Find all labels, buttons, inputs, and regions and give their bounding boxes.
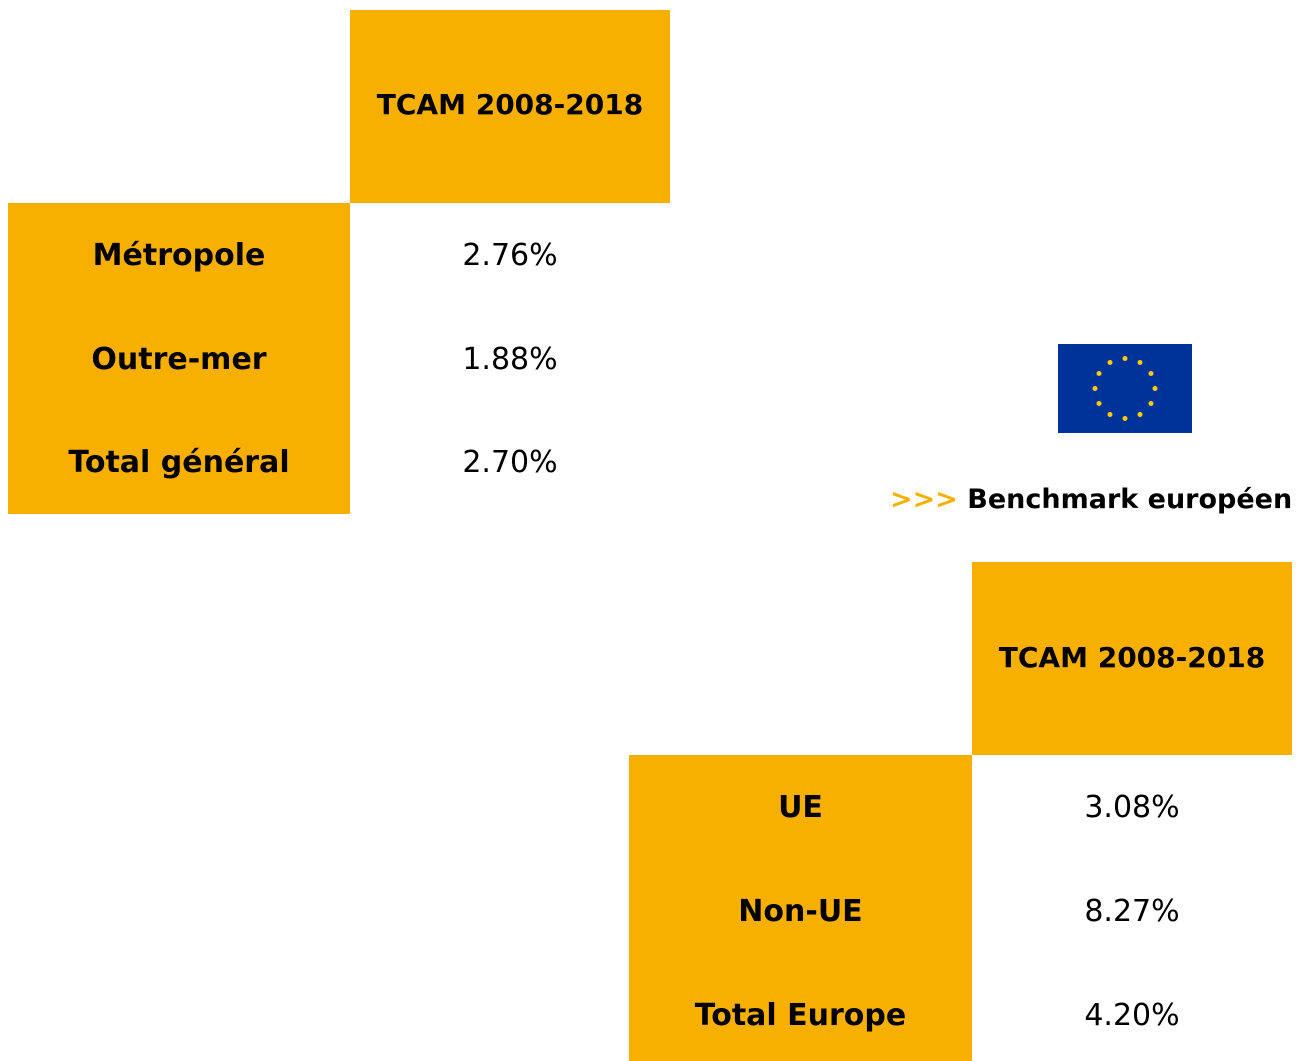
benchmark-title: >>> Benchmark européen xyxy=(890,484,1292,515)
row-header-cell xyxy=(629,755,972,1061)
eu-flag xyxy=(1058,344,1192,433)
header-cell xyxy=(972,562,1292,755)
row-label: Outre-mer xyxy=(91,342,267,377)
star xyxy=(1107,360,1113,366)
star xyxy=(1137,411,1143,417)
arrow: >>> xyxy=(890,484,958,515)
value: 2.76% xyxy=(462,238,558,273)
star xyxy=(1148,371,1154,376)
star xyxy=(1152,386,1158,391)
row-label: Métropole xyxy=(92,238,266,273)
header-cell xyxy=(350,10,670,203)
star xyxy=(1122,356,1128,361)
header: TCAM 2008-2018 xyxy=(998,641,1266,674)
star xyxy=(1122,416,1128,421)
star xyxy=(1096,371,1102,376)
star xyxy=(1137,360,1143,366)
star xyxy=(1107,411,1113,417)
star xyxy=(1096,401,1102,406)
star xyxy=(1148,401,1154,406)
value: 4.20% xyxy=(1084,998,1180,1033)
title: Benchmark européen xyxy=(967,484,1293,515)
row-label: Total Europe xyxy=(694,998,907,1033)
value: 8.27% xyxy=(1084,894,1180,929)
row-label: Total général xyxy=(68,445,290,480)
row-label: Non-UE xyxy=(738,894,863,929)
header: TCAM 2008-2018 xyxy=(376,88,644,121)
value: 3.08% xyxy=(1084,790,1180,825)
value: 1.88% xyxy=(462,342,558,377)
star xyxy=(1092,386,1098,391)
row-label: UE xyxy=(778,790,823,825)
value: 2.70% xyxy=(462,445,558,480)
row-header-cell xyxy=(8,203,350,514)
